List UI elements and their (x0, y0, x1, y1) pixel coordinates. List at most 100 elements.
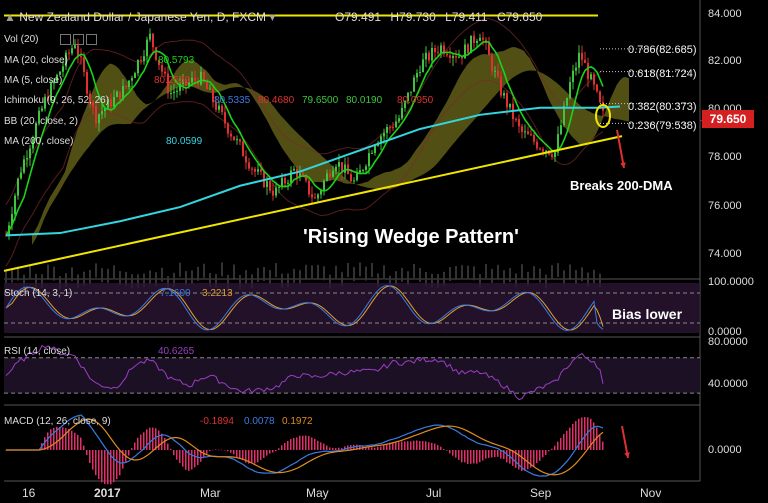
macd-hist-bar (266, 450, 268, 456)
volume-bar (23, 274, 25, 289)
candle-body (161, 65, 163, 72)
indicator-bb[interactable]: BB (20, close, 2) (4, 116, 78, 127)
macd-hist-bar (527, 450, 529, 470)
macd-hist-bar (221, 449, 223, 451)
ma200-line (5, 105, 621, 237)
volume-bar (305, 264, 307, 279)
macd-hist-bar (392, 442, 394, 450)
indicator-ma5[interactable]: MA (5, close) 80.2530 (4, 75, 190, 86)
volume-bar (299, 270, 301, 285)
volume-bar (143, 273, 145, 288)
low-value: L79.411 (445, 10, 488, 24)
indicator-vol[interactable]: Vol (20) (4, 34, 98, 46)
candle-body (566, 98, 568, 106)
indicator-ma20[interactable]: MA (20, close) 80.5793 (4, 55, 194, 66)
macd-hist-bar (383, 445, 385, 450)
rsi-line (5, 344, 604, 401)
macd-hist-bar (47, 432, 49, 450)
indicator-ma5-label: MA (5, close) (4, 75, 63, 86)
volume-bar (467, 265, 469, 280)
candle-body (482, 37, 484, 40)
macd-hist-bar (74, 432, 76, 450)
macd-signal-line (6, 418, 604, 476)
candle-body (38, 110, 40, 124)
volume-bar (251, 274, 253, 289)
symbol-dropdown-icon[interactable]: ▾ (269, 10, 276, 24)
macd-hist-bar (524, 450, 526, 471)
stoch-panel-label[interactable]: Stoch (14, 3, 1) 7.1600 3.2213 (4, 288, 233, 299)
macd-hist-bar (554, 445, 556, 450)
macd-hist-bar (143, 432, 145, 450)
macd-hist-bar (476, 450, 478, 464)
ichimoku-spanB-value: 80.0950 (397, 95, 434, 106)
macd-hist-bar (137, 437, 139, 450)
macd-hist-bar (575, 421, 577, 450)
volume-bar (353, 267, 355, 282)
macd-hist-bar (308, 435, 310, 450)
macd-hist-bar (584, 417, 586, 450)
macd-hist-bar (488, 450, 490, 458)
macd-hist-bar (491, 450, 493, 458)
candle-body (254, 168, 256, 172)
candle-body (260, 169, 262, 172)
ichimoku-cloud (32, 47, 629, 246)
macd-hist-bar (173, 450, 175, 456)
indicator-ma200[interactable]: MA (200, close) 80.0599 (4, 136, 202, 147)
rsi-tick: 40.0000 (708, 378, 748, 390)
macd-hist-bar (419, 441, 421, 450)
candle-body (503, 93, 505, 96)
rsi-value: 40.6265 (158, 346, 195, 357)
fib-level-236: 0.236(79.538) (628, 120, 697, 132)
vol-controls-icon[interactable] (58, 34, 98, 45)
macd-hist-bar (86, 450, 88, 456)
candle-body (323, 180, 325, 191)
candle-body (134, 73, 136, 79)
candle-body (383, 132, 385, 137)
rsi-panel-label[interactable]: RSI (14, close) 40.6265 (4, 346, 194, 357)
macd-hist-bar (191, 450, 193, 470)
candle-body (191, 77, 193, 83)
stoch-k-value: 7.1600 (160, 288, 191, 299)
macd-hist-bar (332, 447, 334, 450)
candle-body (305, 176, 307, 181)
indicator-vol-label: Vol (20) (4, 34, 39, 46)
macd-hist-bar (338, 447, 340, 450)
volume-bar (413, 263, 415, 278)
candle-body (50, 83, 52, 101)
indicator-ichimoku[interactable]: Ichimoku (9, 26, 52, 26) 80.5335 80.4680… (4, 95, 433, 106)
candle-body (92, 102, 94, 107)
macd-hist-bar (533, 450, 535, 467)
macd-hist-bar (464, 450, 466, 463)
volume-bar (431, 273, 433, 288)
candle-body (416, 72, 418, 78)
macd-hist-bar (545, 450, 547, 456)
macd-hist-bar (320, 442, 322, 450)
volume-bar (83, 271, 85, 286)
volume-bar (587, 272, 589, 287)
macd-hist-bar (302, 435, 304, 450)
macd-hist-bar (257, 450, 259, 463)
candle-body (26, 158, 28, 160)
collapse-icon[interactable]: ▲ (4, 10, 16, 24)
candle-body (572, 70, 574, 83)
macd-hist-bar (479, 450, 481, 463)
macd-panel-label[interactable]: MACD (12, 26, close, 9) -0.1894 0.0078 0… (4, 416, 313, 427)
candle-body (101, 111, 103, 115)
macd-hist-bar (263, 450, 265, 459)
candle-body (518, 119, 520, 127)
volume-bar (275, 263, 277, 278)
x-tick: 16 (22, 486, 36, 500)
volume-bar (545, 274, 547, 289)
candle-body (224, 112, 226, 124)
macd-hist-bar (200, 450, 202, 462)
last-price-tag: 79.650 (702, 110, 754, 128)
candle-body (179, 83, 181, 91)
candle-body (437, 52, 439, 54)
volume-bar (521, 264, 523, 279)
macd-hist-bar (470, 450, 472, 464)
macd-hist-bar (116, 450, 118, 480)
volume-bar (539, 268, 541, 283)
candle-body (461, 56, 463, 59)
candle-body (494, 70, 496, 72)
